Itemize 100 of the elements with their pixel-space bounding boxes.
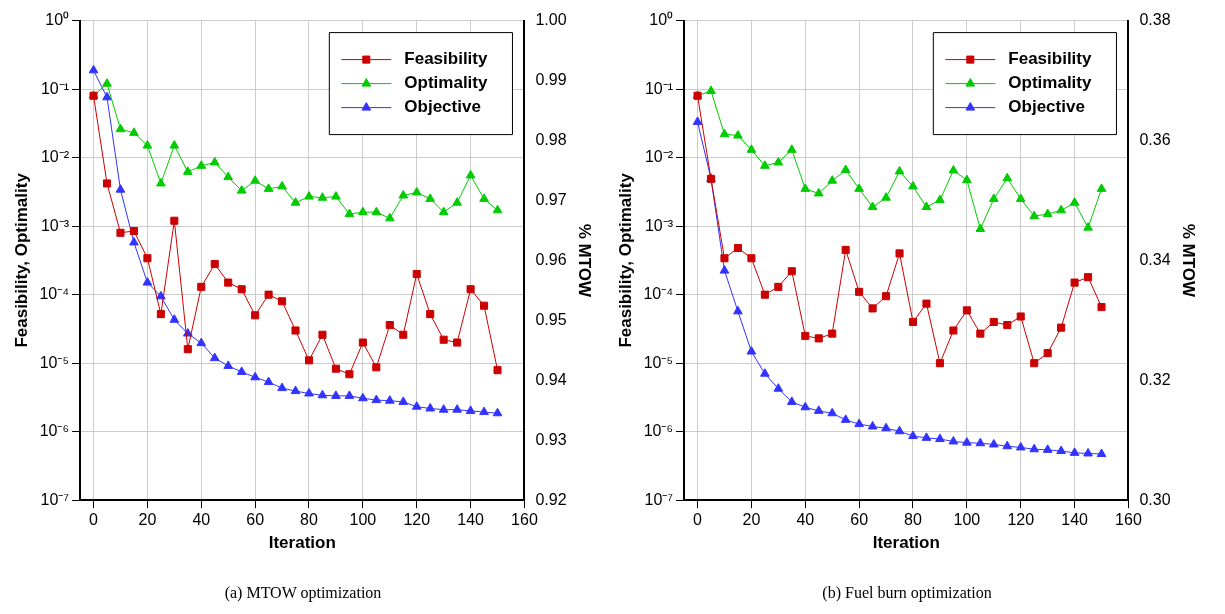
- y2-tick-label: 0.32: [1139, 370, 1171, 388]
- point: [102, 78, 112, 87]
- point: [169, 140, 180, 149]
- point: [1030, 359, 1039, 368]
- y-tick-label: 10⁰: [45, 11, 70, 29]
- y-tick-label: 10⁻⁵: [643, 353, 674, 371]
- point: [948, 164, 959, 174]
- point: [935, 359, 944, 368]
- x-tick-label: 20: [138, 511, 157, 529]
- x-tick-label: 120: [403, 511, 431, 529]
- point: [1084, 273, 1093, 282]
- point: [372, 363, 381, 372]
- point: [196, 160, 207, 169]
- y2-tick-label: 0.95: [535, 310, 567, 328]
- point: [1070, 278, 1079, 287]
- point: [317, 192, 328, 201]
- point: [801, 331, 810, 340]
- y2-axis-title: % MTOW: [1179, 223, 1199, 299]
- point: [331, 364, 340, 373]
- text: (a) MTOW optimization: [224, 583, 382, 602]
- point: [867, 201, 878, 211]
- y2-tick-label: 0.96: [535, 250, 567, 268]
- y2-tick-label: 0.36: [1139, 130, 1171, 148]
- point: [115, 123, 126, 133]
- y-tick-label: 10⁻⁴: [39, 285, 70, 303]
- legend-label: Feasibility: [1008, 49, 1092, 69]
- point: [989, 317, 998, 326]
- point: [411, 186, 422, 196]
- point: [976, 329, 985, 338]
- point: [385, 321, 394, 330]
- x-tick-label: 160: [1115, 511, 1142, 529]
- point: [800, 183, 811, 192]
- y2-tick-label: 0.38: [1139, 11, 1171, 29]
- y-tick-label: 10⁻¹: [644, 79, 674, 97]
- point: [814, 334, 823, 343]
- point: [921, 201, 932, 211]
- point: [438, 206, 449, 216]
- point: [975, 223, 986, 232]
- point: [412, 270, 421, 279]
- point: [251, 311, 260, 320]
- point: [908, 317, 918, 326]
- point: [197, 282, 206, 291]
- y-tick-label: 10⁻⁶: [643, 422, 674, 440]
- point: [209, 156, 220, 166]
- point: [399, 330, 408, 339]
- point: [250, 175, 260, 184]
- legend-label: Optimality: [404, 73, 488, 93]
- point: [962, 306, 971, 315]
- point: [855, 287, 864, 296]
- point: [962, 174, 972, 184]
- x-tick-label: 100: [953, 511, 981, 529]
- x-tick-label: 120: [1007, 511, 1035, 529]
- point: [706, 85, 716, 94]
- point: [156, 177, 166, 187]
- point: [102, 179, 112, 188]
- point: [1003, 321, 1012, 330]
- point: [894, 165, 905, 175]
- point: [1096, 183, 1107, 192]
- y-tick-label: 10⁻⁷: [40, 490, 70, 508]
- point: [263, 183, 274, 192]
- point: [747, 254, 756, 263]
- point: [345, 370, 354, 379]
- point: [492, 204, 503, 214]
- point: [774, 282, 783, 291]
- y-axis-title: Feasibility, Optimality: [615, 172, 635, 348]
- point: [1029, 210, 1040, 220]
- point: [746, 144, 757, 153]
- point: [344, 208, 355, 218]
- point: [398, 190, 409, 199]
- y-tick-label: 10⁻⁴: [643, 285, 674, 303]
- y2-tick-label: 0.97: [535, 190, 567, 208]
- point: [129, 226, 138, 236]
- point: [935, 194, 945, 204]
- y-tick-label: 10⁻²: [40, 148, 70, 166]
- point: [1056, 204, 1066, 214]
- legend-label: Optimality: [1008, 73, 1092, 93]
- point: [371, 206, 382, 216]
- point: [291, 326, 300, 335]
- point: [1043, 349, 1052, 358]
- y-tick-label: 10⁻⁵: [39, 353, 70, 371]
- x-tick-label: 60: [850, 511, 869, 529]
- point: [854, 183, 864, 192]
- point: [466, 285, 475, 294]
- y2-axis-title: % MTOW: [575, 223, 595, 299]
- point: [922, 299, 931, 308]
- point: [223, 171, 234, 181]
- y-tick-label: 10⁻²: [644, 148, 674, 166]
- point: [813, 187, 824, 197]
- point: [264, 290, 273, 299]
- y-tick-label: 10⁻⁶: [39, 422, 70, 440]
- point: [719, 128, 730, 138]
- x-tick-label: 20: [742, 511, 761, 529]
- x-tick-label: 100: [349, 511, 377, 529]
- text: (b) Fuel burn optimization: [822, 583, 992, 602]
- point: [1057, 323, 1066, 332]
- point: [236, 185, 247, 194]
- x-tick-label: 140: [457, 511, 485, 529]
- point: [170, 216, 179, 225]
- point: [786, 144, 797, 153]
- point: [881, 192, 891, 201]
